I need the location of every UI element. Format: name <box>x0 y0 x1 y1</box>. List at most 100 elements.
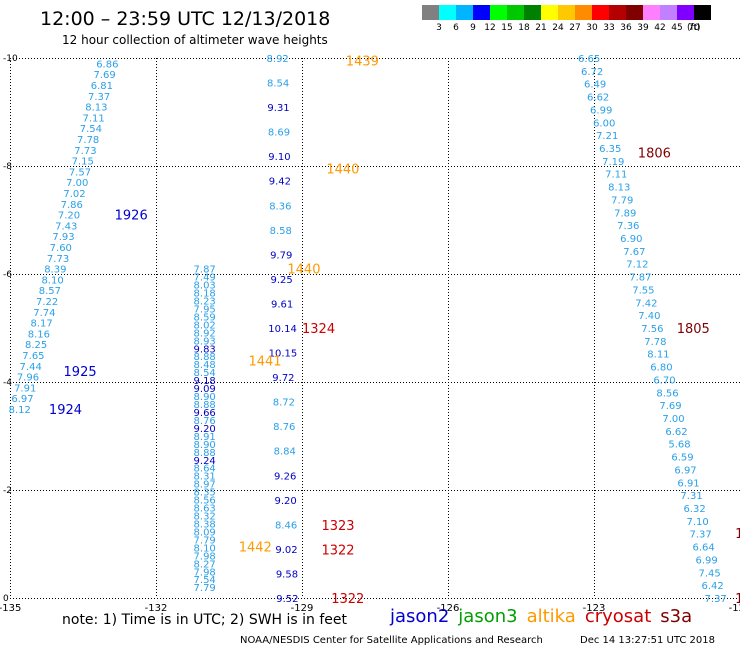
wave-height-value: 6.97 <box>674 465 696 476</box>
wave-height-value: 7.54 <box>194 575 216 586</box>
colorbar-swatch <box>507 5 524 20</box>
wave-height-value: 9.24 <box>194 456 216 467</box>
wave-height-value: 6.80 <box>650 363 672 374</box>
wave-height-value: 6.35 <box>599 144 621 155</box>
colorbar-swatch <box>694 5 711 20</box>
wave-height-value: 7.98 <box>194 567 216 578</box>
wave-height-value: 7.69 <box>659 401 681 412</box>
wave-height-value: 6.64 <box>692 543 714 554</box>
wave-height-value: 9.18 <box>194 376 216 387</box>
wave-height-value: 9.83 <box>194 344 216 355</box>
wave-height-value: 6.62 <box>587 93 609 104</box>
wave-height-value: 8.36 <box>269 201 291 212</box>
footer-note: note: 1) Time is in UTC; 2) SWH is in fe… <box>62 612 348 628</box>
wave-height-value: 9.26 <box>274 471 296 482</box>
legend-item-s3a: s3a <box>660 606 693 627</box>
wave-height-value: 9.42 <box>269 177 291 188</box>
colorbar-tick-label: 9 <box>470 23 476 33</box>
wave-height-value: 9.79 <box>270 250 292 261</box>
wave-height-value: 7.37 <box>689 530 711 541</box>
wave-height-value: 6.91 <box>677 478 699 489</box>
wave-height-value: 8.56 <box>656 388 678 399</box>
colorbar-swatch <box>541 5 558 20</box>
wave-height-values: 7.797.547.988.277.988.107.798.098.388.32… <box>9 54 727 605</box>
wave-height-value: 8.13 <box>608 183 630 194</box>
wave-height-value: 6.70 <box>653 375 675 386</box>
wave-height-value: 10.14 <box>268 324 297 335</box>
colorbar-tick-label: 12 <box>484 23 496 33</box>
wave-height-value: 7.37 <box>88 92 110 103</box>
wave-height-value: 9.58 <box>276 569 298 580</box>
wave-height-value: 7.31 <box>680 491 702 502</box>
colorbar-tick-label: 70 <box>688 23 700 33</box>
track-label: 1924 <box>49 403 82 418</box>
track-label: 1926 <box>115 209 148 224</box>
wave-height-value: 7.87 <box>194 265 216 276</box>
colorbar-swatch <box>456 5 473 20</box>
wave-height-value: 6.86 <box>96 59 118 70</box>
track-label: 1806 <box>638 147 671 162</box>
wave-height-value: 7.00 <box>66 178 88 189</box>
colorbar-swatch <box>626 5 643 20</box>
track-labels: 1322 1322 1323 1324 1442 1441 1440 1440 1439 1924… <box>49 55 740 607</box>
wave-height-value: 8.56 <box>194 496 216 507</box>
colorbar-tick-label: 33 <box>603 23 615 33</box>
wave-height-value: 7.96 <box>17 373 39 384</box>
wave-height-value: 8.93 <box>194 336 216 347</box>
y-tick-label: -2 <box>3 486 12 496</box>
wave-height-value: 7.78 <box>644 337 666 348</box>
wave-height-value: 9.20 <box>194 424 216 435</box>
colorbar-tick-label: 24 <box>552 23 564 33</box>
wave-height-value: 8.54 <box>267 79 289 90</box>
colorbar-swatch <box>422 5 439 20</box>
x-tick-label: -123 <box>583 603 606 614</box>
colorbar-swatch <box>660 5 677 20</box>
colorbar-swatch <box>524 5 541 20</box>
wave-height-value: 8.92 <box>267 54 289 65</box>
wave-height-value: 7.43 <box>55 221 77 232</box>
colorbar-tick-label: 42 <box>654 23 666 33</box>
x-tick-label: -135 <box>0 603 21 614</box>
track-label: 1925 <box>64 365 97 380</box>
wave-height-value: 9.09 <box>194 384 216 395</box>
track-label: 1805 <box>677 322 710 337</box>
colorbar-tick-label: 27 <box>569 23 581 33</box>
wave-height-value: 6.97 <box>11 394 33 405</box>
wave-height-value: 7.42 <box>635 298 657 309</box>
wave-height-value: 7.19 <box>602 157 624 168</box>
colorbar-tick-label: 36 <box>620 23 632 33</box>
wave-height-value: 7.37 <box>705 594 727 605</box>
wave-height-value: 9.20 <box>274 496 296 507</box>
wave-height-value: 8.76 <box>273 422 295 433</box>
colorbar-unit: (ft) <box>687 23 701 33</box>
credit-text: NOAA/NESDIS Center for Satellite Applica… <box>240 635 543 646</box>
wave-height-value: 6.72 <box>581 67 603 78</box>
legend-item-jason3: jason3 <box>458 606 518 627</box>
x-tick-label: -120 <box>729 603 740 614</box>
wave-height-value: 8.88 <box>194 352 216 363</box>
map-grid <box>10 58 740 599</box>
wave-height-value: 7.73 <box>74 146 96 157</box>
track-label: 1441 <box>248 354 281 369</box>
wave-height-value: 8.76 <box>194 416 216 427</box>
wave-height-value: 7.02 <box>63 189 85 200</box>
wave-height-value: 8.10 <box>41 275 63 286</box>
wave-height-value: 8.12 <box>9 405 31 416</box>
colorbar-swatch <box>609 5 626 20</box>
colorbar-swatch <box>439 5 456 20</box>
wave-height-value: 8.18 <box>194 288 216 299</box>
wave-height-value: 6.90 <box>620 234 642 245</box>
wave-height-value: 6.00 <box>593 118 615 129</box>
colorbar-swatch <box>473 5 490 20</box>
y-tick-label: -10 <box>3 54 18 64</box>
wave-height-value: 8.23 <box>194 296 216 307</box>
wave-height-value: 9.31 <box>267 103 289 114</box>
wave-height-value: 7.55 <box>632 285 654 296</box>
track-label: 1324 <box>302 322 335 337</box>
wave-height-value: 7.79 <box>194 535 216 546</box>
legend-item-cryosat: cryosat <box>584 606 652 627</box>
wave-height-value: 7.00 <box>662 414 684 425</box>
track-label: 1322 <box>321 543 354 558</box>
wave-height-value: 6.62 <box>665 427 687 438</box>
